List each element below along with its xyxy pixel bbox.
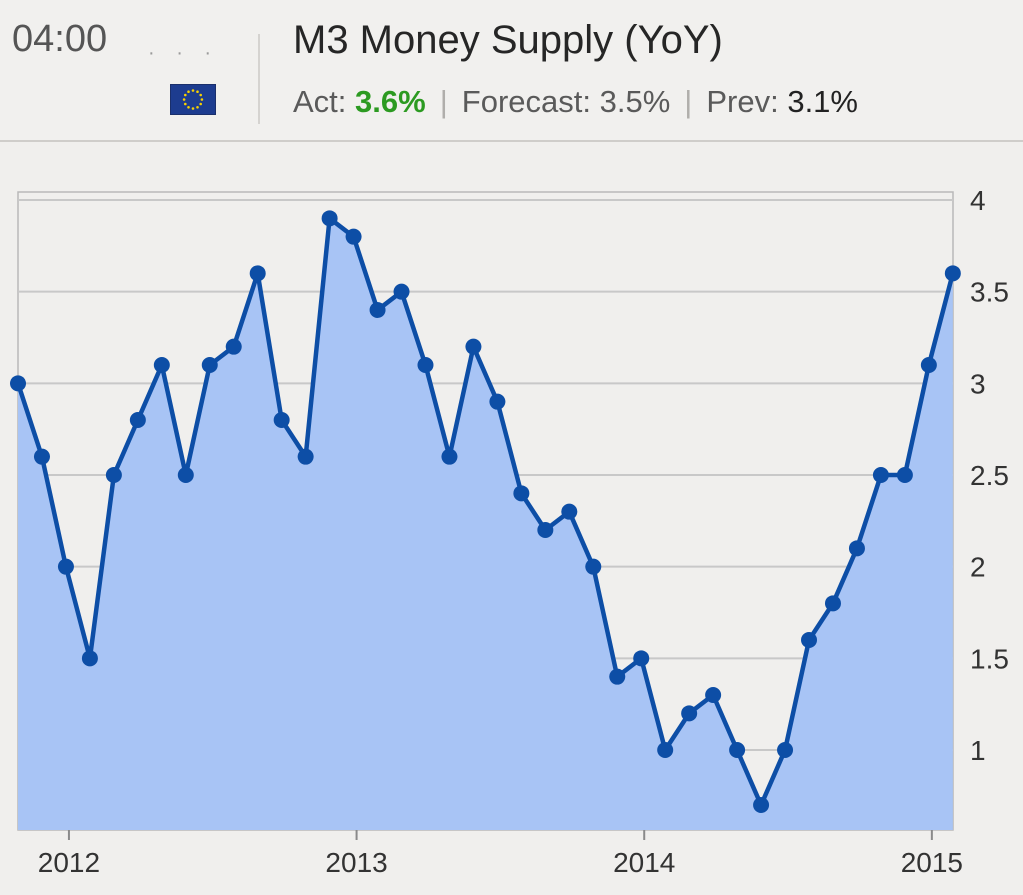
data-point [273,412,290,428]
data-point [81,650,98,667]
x-axis-ticks: 2012 2013 2014 2015 [38,830,963,878]
data-point [153,357,170,373]
indicator-stats: Act: 3.6% | Forecast: 3.5% | Prev: 3.1% [293,84,858,120]
data-point [249,265,266,282]
area-layer [18,218,953,831]
data-point [633,650,650,667]
data-point [393,283,410,300]
data-point [10,375,26,392]
data-point [177,467,194,483]
m3-yoy-chart: 1 1.5 2 2.5 3 3.5 4 2012 2013 2014 2015 [10,185,1009,878]
data-point [705,687,722,703]
data-point [297,448,314,465]
x-tick-label: 2012 [38,847,100,878]
y-tick-label: 3.5 [970,277,1009,308]
series-line [15,216,956,808]
data-point [681,705,698,722]
y-tick-label: 2.5 [970,460,1009,491]
previous-value: 3.1% [787,84,858,119]
data-point [729,742,746,758]
data-point [537,522,554,538]
y-tick-label: 2 [970,552,986,583]
x-tick-label: 2014 [613,847,675,878]
stats-separator: | [439,84,448,119]
data-point [753,797,770,813]
data-point [777,742,794,758]
data-point [657,742,674,758]
previous-label: Prev: [706,84,779,119]
data-point [801,632,818,648]
header-divider [258,34,260,124]
data-point [33,448,50,465]
data-point [561,503,578,520]
data-point [824,595,841,612]
x-tick-label: 2015 [901,847,963,878]
point-layer [10,210,961,813]
indicator-header: 04:00 · · · M3 Money Supply (YoY) Act: 3… [0,0,1023,142]
series-area [18,218,953,831]
line-layer [15,216,956,808]
data-point [848,540,865,557]
data-point [896,467,913,483]
data-point [585,558,602,575]
y-tick-label: 4 [970,185,986,216]
data-point [129,412,146,428]
actual-value: 3.6% [355,84,426,119]
data-point [417,357,434,373]
data-point [369,302,386,318]
y-tick-label: 1.5 [970,643,1009,674]
y-tick-label: 1 [970,735,986,766]
data-point [345,228,362,245]
data-point [441,448,458,465]
data-point [489,393,506,410]
data-point [57,558,74,575]
release-time: 04:00 [12,18,108,60]
data-point [201,357,218,373]
forecast-label: Forecast: [461,84,591,119]
stats-separator: | [684,84,693,119]
data-point [105,467,122,483]
eu-flag-icon [170,84,216,115]
actual-label: Act: [293,84,347,119]
data-point [872,467,889,483]
x-tick-label: 2013 [325,847,387,878]
data-point [465,338,482,355]
forecast-value: 3.5% [599,84,671,119]
y-axis-ticks: 1 1.5 2 2.5 3 3.5 4 [970,185,1009,766]
importance-dots: · · · [148,42,220,64]
y-tick-label: 3 [970,368,986,399]
data-point [225,338,242,355]
indicator-title: M3 Money Supply (YoY) [293,18,723,62]
data-point [513,485,530,502]
data-point [321,210,338,227]
data-point [609,668,626,685]
data-point [944,265,961,282]
data-point [920,357,937,373]
